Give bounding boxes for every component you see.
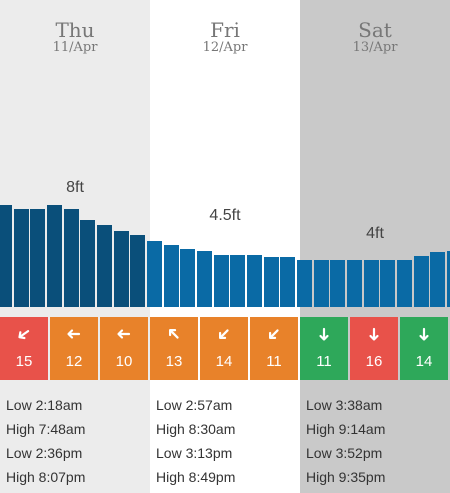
day-name: Sat [358, 18, 392, 42]
day-date: 13/Apr [352, 40, 398, 55]
wind-direction-arrow-icon [150, 323, 198, 345]
wind-direction-arrow-icon [250, 323, 298, 345]
tide-time: High 7:48am [6, 421, 86, 437]
wind-cell: 11 [300, 317, 348, 380]
wind-direction-arrow-icon [200, 323, 248, 345]
wind-direction-arrow-icon [400, 323, 448, 345]
wind-cell: 14 [200, 317, 248, 380]
tide-time: High 8:49pm [156, 469, 236, 485]
wind-cell: 13 [150, 317, 198, 380]
swell-bar [347, 260, 362, 307]
swell-bar [430, 252, 446, 307]
wind-direction-arrow-icon [350, 323, 398, 345]
day-name: Fri [210, 18, 240, 42]
swell-bar [63, 209, 79, 307]
wind-cell: 11 [250, 317, 298, 380]
tide-list: Low 2:57am High 8:30am Low 3:13pm High 8… [156, 393, 300, 489]
swell-bar [0, 205, 12, 307]
day-name: Thu [55, 18, 95, 42]
swell-bar [297, 260, 312, 307]
wave-height-label: 4.5ft [209, 207, 241, 224]
wind-direction-arrow-icon [100, 323, 148, 345]
wind-speed: 13 [165, 353, 183, 370]
swell-bar [97, 225, 112, 307]
swell-bar [230, 255, 246, 307]
swell-bar [80, 220, 96, 307]
wind-cell: 16 [350, 317, 398, 380]
swell-bar [113, 231, 129, 307]
tide-time: Low 2:36pm [6, 445, 83, 461]
swell-bar [447, 251, 450, 307]
swell-bar-chart [0, 205, 450, 307]
tide-time: High 9:35pm [306, 469, 386, 485]
wind-direction-arrow-icon [0, 323, 48, 345]
swell-bar [13, 209, 29, 307]
wind-speed: 15 [15, 353, 33, 370]
tide-time: Low 3:38am [306, 397, 383, 413]
swell-bar [213, 255, 229, 307]
tide-time: High 8:07pm [6, 469, 86, 485]
tide-time: Low 3:52pm [306, 445, 383, 461]
swell-bar [263, 257, 279, 307]
day-column-sat: Sat 13/Apr 4ft Low 3:38am High 9:14am Lo… [300, 0, 450, 493]
swell-bar [280, 257, 296, 307]
wind-cell: 15 [0, 317, 48, 380]
wind-speed: 11 [316, 353, 332, 370]
tide-time: Low 2:57am [156, 397, 233, 413]
wave-height-label: 4ft [366, 225, 384, 242]
tide-list: Low 3:38am High 9:14am Low 3:52pm High 9… [306, 393, 450, 489]
day-date: 11/Apr [52, 40, 98, 55]
wind-speed: 11 [266, 353, 282, 370]
wave-height-label: 8ft [66, 179, 84, 196]
swell-bar [413, 256, 429, 307]
wind-cell: 14 [400, 317, 448, 380]
wind-row: 15 12 10 13 14 11 11 16 14 [0, 317, 450, 380]
wind-cell: 10 [100, 317, 148, 380]
swell-bar [130, 235, 146, 307]
wind-speed: 12 [65, 353, 83, 370]
wind-speed: 14 [415, 353, 433, 370]
wind-direction-arrow-icon [50, 323, 98, 345]
swell-bar [313, 260, 329, 307]
tide-time: Low 2:18am [6, 397, 83, 413]
swell-bar [330, 260, 346, 307]
swell-bar [247, 255, 262, 307]
swell-bar [380, 260, 396, 307]
swell-bar [147, 241, 162, 307]
swell-bar [163, 245, 179, 307]
swell-bar [363, 260, 379, 307]
tide-list: Low 2:18am High 7:48am Low 2:36pm High 8… [6, 393, 150, 489]
swell-bar [47, 205, 62, 307]
tide-time: Low 3:13pm [156, 445, 233, 461]
tide-time: High 8:30am [156, 421, 236, 437]
day-date: 12/Apr [202, 40, 248, 55]
tide-time: High 9:14am [306, 421, 386, 437]
wind-speed: 16 [365, 353, 383, 370]
swell-bar [30, 209, 46, 307]
wind-speed: 10 [115, 353, 133, 370]
wind-cell: 12 [50, 317, 98, 380]
swell-bar [197, 251, 212, 307]
wind-speed: 14 [215, 353, 233, 370]
swell-bar [180, 249, 196, 307]
wind-direction-arrow-icon [300, 323, 348, 345]
swell-bar [397, 260, 412, 307]
